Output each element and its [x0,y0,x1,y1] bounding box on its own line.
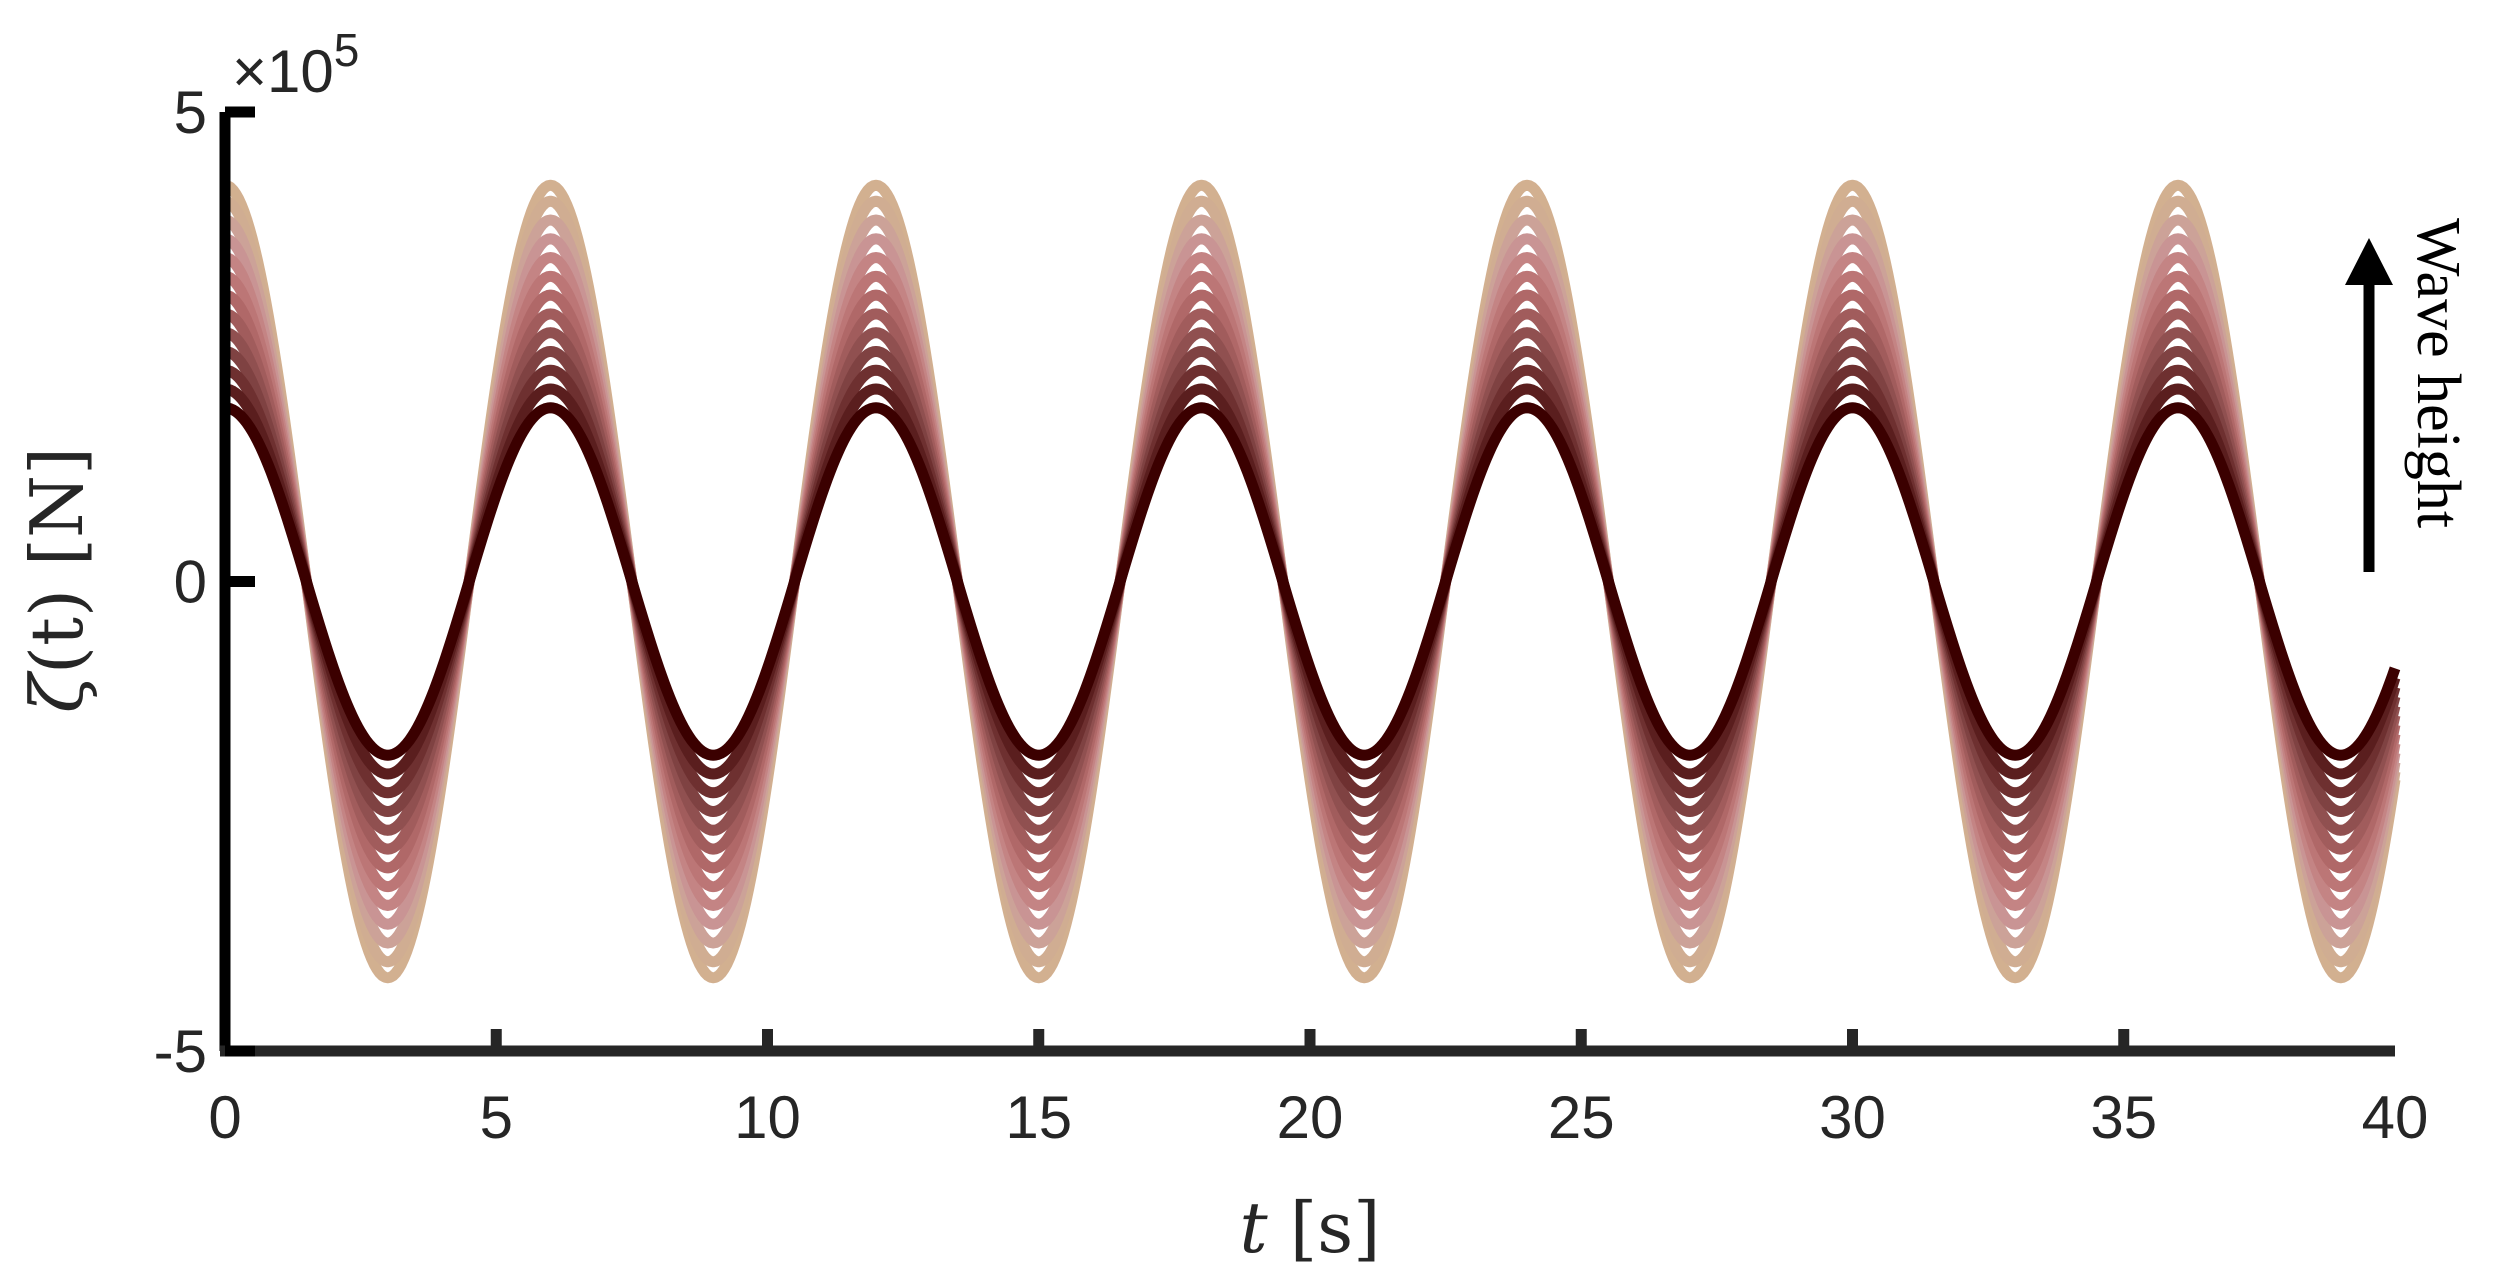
series-line-1 [222,402,2401,761]
y-tick-label: 0 [174,549,207,616]
y-exponent: ×105 [232,24,359,105]
x-tick-label: 20 [1277,1084,1344,1151]
y-axis-label-arg: (t) [15,589,99,674]
wave-height-arrow-head-icon [2345,238,2393,285]
y-axis-label: ζ(t) [N] [15,447,99,713]
x-tick-label: 10 [734,1084,801,1151]
x-tick-label: 0 [208,1084,241,1151]
x-tick-label: 35 [2090,1084,2157,1151]
y-tick-label: -5 [154,1018,207,1085]
x-axis-label-var: t [1240,1187,1269,1269]
series-line-10 [222,233,2401,930]
y-axis-label-var: ζ [15,670,99,713]
y-exponent-base: ×10 [232,38,334,105]
series-layer [222,179,2401,984]
tick-labels: 0 5 10 15 20 25 30 35 40-505 [154,79,2429,1151]
x-tick-label: 30 [1819,1084,1886,1151]
x-tick-label: 40 [2362,1084,2429,1151]
wave-height-annotation: Wave height [2404,218,2472,528]
x-tick-label: 25 [1548,1084,1615,1151]
x-axis-label: t [s] [1240,1187,1381,1269]
x-tick-label: 15 [1005,1084,1072,1151]
x-tick-label: 5 [480,1084,513,1151]
ticks [225,106,2130,1057]
y-axis-label-unit: [N] [15,447,99,566]
y-exponent-power: 5 [334,24,360,76]
y-tick-label: 5 [174,79,207,146]
x-axis-label-unit: [s] [1290,1187,1381,1269]
series-line-13 [222,179,2401,984]
